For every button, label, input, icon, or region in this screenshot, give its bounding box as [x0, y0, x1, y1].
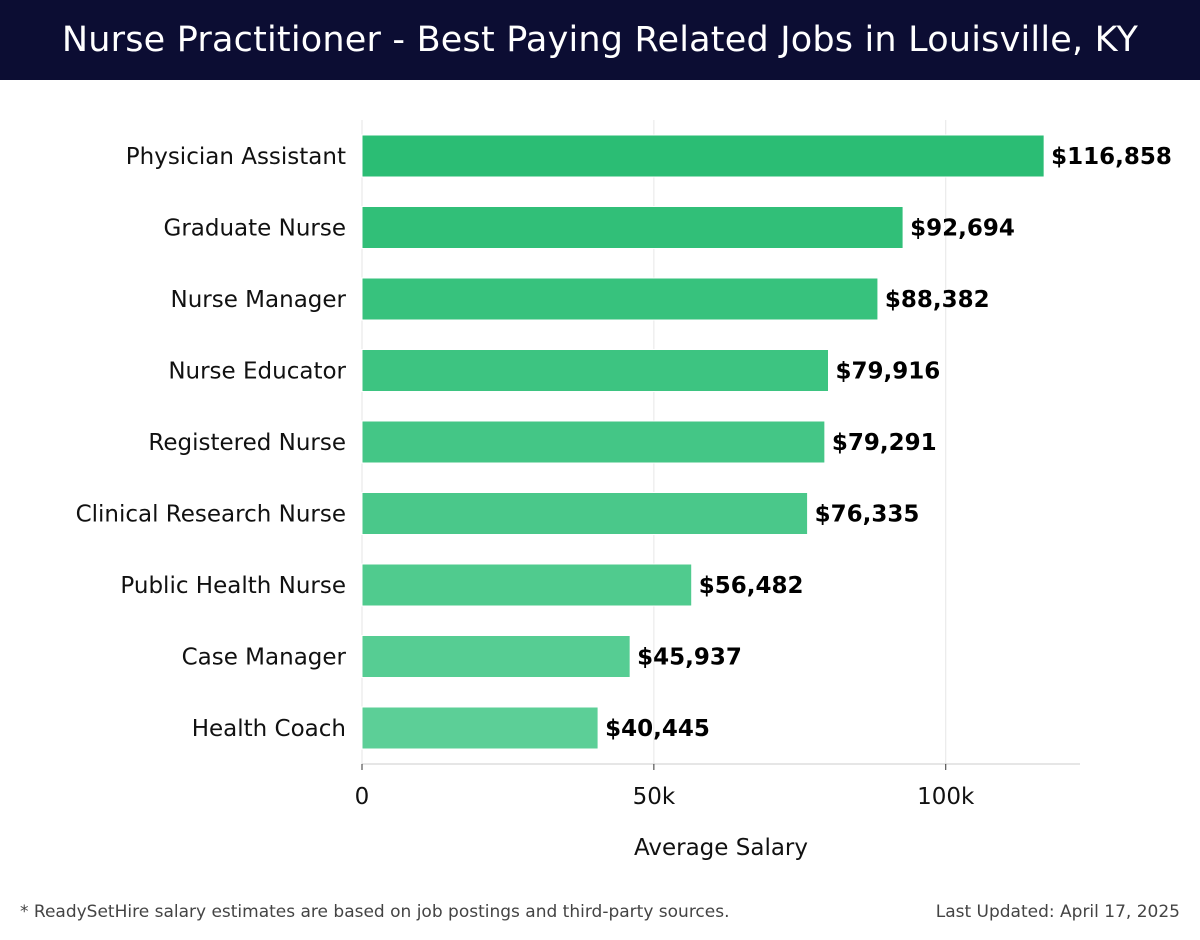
category-label-4: Registered Nurse: [148, 430, 346, 456]
x-tick-label-0: 0: [355, 784, 370, 810]
category-label-8: Health Coach: [192, 716, 346, 742]
bar-6: [361, 563, 693, 607]
value-label-3: $79,916: [836, 359, 941, 385]
value-label-6: $56,482: [699, 573, 804, 599]
category-label-2: Nurse Manager: [171, 287, 347, 313]
bar-2: [361, 277, 879, 321]
x-tick-label-1: 50k: [633, 784, 676, 810]
last-updated: Last Updated: April 17, 2025: [935, 902, 1180, 922]
bar-4: [361, 420, 826, 464]
value-label-7: $45,937: [637, 645, 742, 671]
bar-chart: 0 50k 100k Average Salary Physician Assistan…: [76, 120, 1172, 861]
category-label-5: Clinical Research Nurse: [76, 502, 346, 528]
bar-8: [361, 706, 599, 750]
category-label-6: Public Health Nurse: [120, 573, 346, 599]
value-label-8: $40,445: [605, 716, 710, 742]
footnote: * ReadySetHire salary estimates are base…: [20, 902, 730, 922]
x-tick-label-2: 100k: [917, 784, 975, 810]
bar-3: [361, 349, 830, 392]
bar-7: [361, 635, 631, 678]
chart-title: Nurse Practitioner - Best Paying Related…: [61, 20, 1139, 60]
category-label-7: Case Manager: [182, 645, 347, 671]
category-label-3: Nurse Educator: [168, 359, 346, 385]
value-label-5: $76,335: [815, 502, 920, 528]
value-label-4: $79,291: [832, 430, 937, 456]
bar-0: [361, 134, 1045, 178]
value-label-0: $116,858: [1051, 144, 1172, 170]
value-label-1: $92,694: [910, 216, 1015, 242]
bar-1: [361, 206, 904, 249]
title-bar: Nurse Practitioner - Best Paying Related…: [0, 0, 1200, 80]
category-label-0: Physician Assistant: [126, 144, 346, 170]
x-axis-label: Average Salary: [634, 835, 808, 861]
value-label-2: $88,382: [885, 287, 990, 313]
bar-5: [361, 492, 809, 535]
category-label-1: Graduate Nurse: [164, 216, 347, 242]
